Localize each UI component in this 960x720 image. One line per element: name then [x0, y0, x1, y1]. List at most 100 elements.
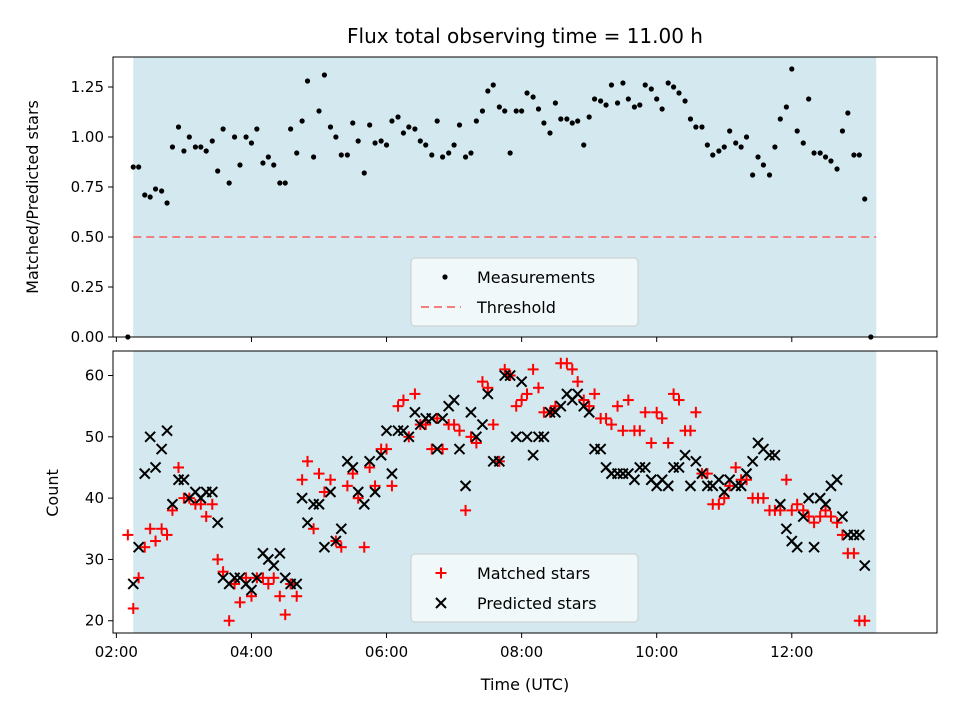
measurement-point	[811, 150, 817, 156]
predicted-star-point	[403, 431, 415, 443]
predicted-star-point	[493, 455, 506, 468]
x-tick-label: 04:00	[230, 643, 273, 661]
predicted-star-point	[470, 431, 483, 443]
measurement-point	[209, 138, 215, 144]
matched-star-point	[133, 572, 145, 584]
measurement-point	[395, 114, 401, 120]
x-tick-label: 08:00	[500, 643, 543, 661]
y-tick-label: 1.00	[71, 128, 104, 146]
bottom-frame	[112, 350, 938, 634]
predicted-star-point	[465, 406, 477, 419]
measurement-point	[530, 94, 536, 100]
matched-star-point	[352, 492, 364, 504]
predicted-star-point	[836, 510, 849, 523]
measurement-point	[648, 86, 654, 92]
measurement-point	[575, 118, 581, 124]
measurement-point	[152, 186, 159, 192]
matched-star-point	[634, 425, 646, 437]
bottom-x-ticks: 02:00 04:00 06:00 08:00 10:00 12:00	[95, 633, 813, 661]
predicted-star-point	[301, 516, 314, 529]
measurements-legend-marker	[442, 274, 448, 280]
predicted-star-point	[352, 486, 364, 498]
measurement-point	[755, 154, 761, 160]
measurement-point	[338, 152, 344, 158]
predicted-star-point	[476, 418, 489, 431]
predicted-star-point	[774, 498, 787, 510]
matched-star-point	[848, 547, 860, 559]
measurement-point	[777, 116, 783, 122]
matched-star-point	[690, 406, 702, 418]
measurement-point	[130, 164, 136, 170]
matched-star-point	[229, 578, 241, 590]
measurement-point	[851, 152, 857, 158]
predicted-stars-legend-label: Predicted stars	[477, 594, 597, 613]
measurement-point	[524, 90, 530, 96]
predicted-star-point	[380, 424, 393, 437]
predicted-star-point	[504, 369, 516, 382]
measurement-point	[485, 88, 491, 94]
matched-star-point	[757, 492, 769, 504]
matched-star-point	[420, 419, 432, 431]
predicted-star-point	[662, 480, 674, 492]
matched-stars-points	[122, 357, 871, 627]
matched-star-point	[431, 412, 443, 424]
measurement-point	[710, 152, 716, 158]
predicted-star-point	[369, 486, 381, 498]
predicted-star-point	[363, 455, 376, 468]
predicted-star-point	[206, 486, 218, 498]
measurement-point	[631, 104, 638, 110]
matched-star-point	[212, 553, 224, 565]
matched-star-point	[803, 511, 815, 523]
matched-star-point	[397, 394, 409, 406]
matched-star-point	[156, 523, 168, 535]
matched-star-point	[774, 504, 786, 516]
predicted-star-point	[802, 492, 815, 504]
predicted-star-point	[679, 449, 691, 461]
predicted-star-point	[426, 412, 438, 425]
predicted-star-point	[735, 480, 747, 492]
predicted-star-point	[583, 406, 595, 419]
matched-star-point	[217, 566, 229, 578]
measurement-point	[288, 126, 294, 132]
matched-star-point	[386, 480, 398, 492]
matched-star-point	[814, 511, 826, 523]
measurement-point	[654, 96, 660, 102]
matched-star-point	[347, 468, 359, 480]
measurement-point	[277, 180, 283, 186]
predicted-star-point	[161, 424, 173, 437]
matched-star-point	[206, 498, 218, 510]
predicted-star-point	[746, 455, 759, 468]
predicted-star-point	[780, 523, 793, 535]
matched-star-point	[797, 504, 809, 516]
matched-star-point	[578, 394, 590, 406]
measurement-point	[502, 108, 508, 114]
measurement-point	[743, 134, 750, 140]
measurement-point	[265, 154, 271, 160]
x-tick-label: 06:00	[365, 643, 408, 661]
predicted-star-point	[347, 461, 359, 474]
bottom-y-axis-label: Count	[43, 469, 62, 517]
predicted-star-point	[155, 443, 168, 455]
measurement-point	[794, 128, 800, 134]
measurement-point	[321, 72, 328, 78]
matched-stars-legend-label: Matched stars	[477, 564, 590, 583]
measurement-point	[828, 158, 834, 164]
measurement-point	[789, 66, 795, 72]
measurement-point	[159, 188, 165, 194]
predicted-star-point	[335, 523, 347, 535]
matched-star-point	[786, 504, 798, 516]
measurement-point	[361, 170, 367, 176]
predicted-star-point	[268, 559, 280, 572]
measurement-point	[750, 172, 756, 178]
matched-star-point	[791, 498, 803, 510]
x-tick-label: 10:00	[635, 643, 678, 661]
matched-star-point	[724, 480, 736, 492]
predicted-star-point	[713, 474, 725, 486]
matched-star-point	[825, 511, 837, 523]
y-tick-label: 1.25	[71, 78, 104, 96]
measurement-point	[496, 104, 502, 110]
predicted-star-point	[245, 584, 258, 596]
legend-cross	[435, 597, 447, 609]
matched-star-point	[465, 431, 477, 443]
y-tick-label: 0.75	[71, 178, 104, 196]
